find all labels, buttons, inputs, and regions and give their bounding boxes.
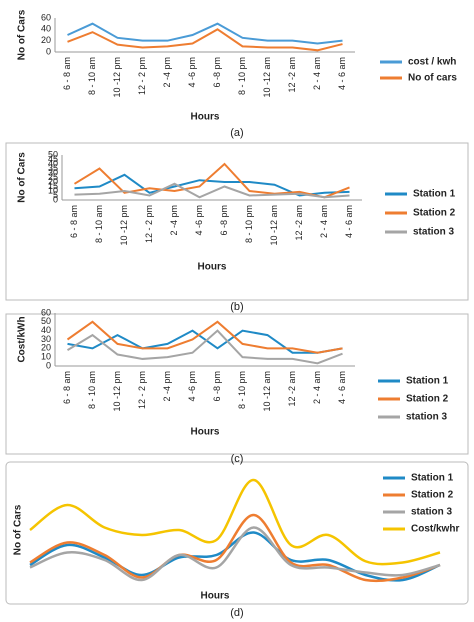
x-axis-title: Hours (198, 262, 227, 273)
y-tick-label: 0 (46, 360, 51, 370)
y-tick-label: 35 (48, 163, 58, 173)
caption: (a) (230, 127, 243, 139)
x-axis-title: Hours (191, 112, 220, 123)
x-tick-label: 8 - 10 am (87, 57, 97, 95)
y-tick-label: 20 (41, 35, 51, 45)
x-tick-label: 4 - 6 am (337, 371, 347, 404)
y-tick-label: 20 (41, 343, 51, 353)
legend-label: cost / kwh (408, 57, 456, 68)
y-tick-label: 50 (41, 316, 51, 326)
x-tick-label: 10 -12 pm (112, 57, 122, 98)
x-tick-label: 2 -4 pm (162, 371, 172, 402)
y-tick-label: 0 (46, 46, 51, 56)
series-line (29, 526, 441, 582)
x-tick-label: 2 -4 pm (169, 205, 179, 236)
x-tick-label: 2 - 4 am (312, 371, 322, 404)
x-tick-label: 4 - 6 am (344, 205, 354, 238)
x-tick-label: 4 -6 pm (194, 205, 204, 236)
x-tick-label: 6 - 8 am (62, 371, 72, 404)
x-tick-label: 4 - 6 am (337, 57, 347, 90)
legend-label: Station 1 (406, 376, 449, 387)
series-line (29, 478, 441, 566)
legend-label: Station 2 (413, 208, 456, 219)
y-axis-title: No of Cars (13, 504, 24, 555)
caption: (c) (231, 453, 244, 465)
series-line (66, 329, 343, 365)
y-tick-label: 40 (41, 325, 51, 335)
legend-label: station 3 (406, 412, 448, 423)
legend-label: station 3 (413, 227, 455, 238)
y-tick-label: 40 (41, 24, 51, 34)
y-tick-label: 0 (53, 194, 58, 204)
legend-label: No of cars (408, 73, 457, 84)
caption: (b) (230, 301, 243, 313)
x-tick-label: 12 - 2 pm (144, 205, 154, 243)
x-tick-label: 8 - 10 pm (244, 205, 254, 243)
x-tick-label: 12 -2 am (287, 371, 297, 407)
x-tick-label: 6 -8 pm (212, 57, 222, 88)
x-tick-label: 8 - 10 pm (237, 371, 247, 409)
y-tick-label: 10 (41, 352, 51, 362)
x-tick-label: 10 -12 am (269, 205, 279, 246)
y-tick-label: 45 (48, 154, 58, 164)
legend-label: Station 1 (413, 189, 456, 200)
x-tick-label: 12 - 2 pm (137, 57, 147, 95)
series-line (29, 531, 441, 582)
x-tick-label: 8 - 10 am (94, 205, 104, 243)
y-tick-label: 25 (48, 172, 58, 182)
x-tick-label: 6 - 8 am (62, 57, 72, 90)
x-tick-label: 6 -8 pm (212, 371, 222, 402)
x-axis-title: Hours (191, 427, 220, 438)
legend-label: Station 1 (411, 473, 454, 484)
y-axis-title: Cost/kWh (17, 316, 28, 362)
x-tick-label: 10 -12 am (262, 57, 272, 98)
y-tick-label: 30 (41, 334, 51, 344)
y-tick-label: 10 (48, 185, 58, 195)
y-tick-label: 50 (48, 149, 58, 159)
legend-label: Cost/kwhr (411, 524, 459, 535)
x-tick-label: 2 - 4 am (319, 205, 329, 238)
y-tick-label: 30 (48, 167, 58, 177)
y-tick-label: 20 (48, 176, 58, 186)
x-tick-label: 12 -2 am (294, 205, 304, 241)
x-axis-title: Hours (201, 591, 230, 602)
x-tick-label: 4 -6 pm (187, 371, 197, 402)
x-tick-label: 2 - 4 am (312, 57, 322, 90)
y-tick-label: 40 (48, 158, 58, 168)
legend-label: Station 2 (406, 394, 449, 405)
x-tick-label: 8 - 10 am (87, 371, 97, 409)
panel-d-frame (5, 461, 469, 605)
panel-c-frame (5, 313, 469, 455)
series-line (67, 28, 343, 52)
y-tick-label: 5 (53, 190, 58, 200)
series-line (67, 329, 343, 354)
x-tick-label: 8 - 10 pm (237, 57, 247, 95)
x-tick-label: 6 -8 pm (219, 205, 229, 236)
series-line (74, 182, 350, 199)
y-tick-label: 60 (41, 12, 51, 22)
x-tick-label: 12 -2 am (287, 57, 297, 93)
x-tick-label: 10 -12 pm (119, 205, 129, 246)
series-line (29, 513, 441, 583)
x-tick-label: 4 -6 pm (187, 57, 197, 88)
x-tick-label: 2 -4 pm (162, 57, 172, 88)
x-tick-label: 10 -12 am (262, 371, 272, 412)
y-axis-title: No of Cars (17, 152, 28, 203)
x-tick-label: 6 - 8 am (69, 205, 79, 238)
y-axis-title: No of Cars (17, 9, 28, 60)
y-tick-label: 60 (41, 307, 51, 317)
legend-label: Station 2 (411, 490, 454, 501)
x-tick-label: 12 - 2 pm (137, 371, 147, 409)
series-line (66, 320, 343, 354)
x-tick-label: 10 -12 pm (112, 371, 122, 412)
panel-b-frame (5, 142, 469, 301)
caption: (d) (230, 607, 243, 619)
series-line (73, 162, 350, 199)
legend-label: station 3 (411, 507, 453, 518)
series-line (67, 22, 343, 45)
y-tick-label: 15 (48, 181, 58, 191)
